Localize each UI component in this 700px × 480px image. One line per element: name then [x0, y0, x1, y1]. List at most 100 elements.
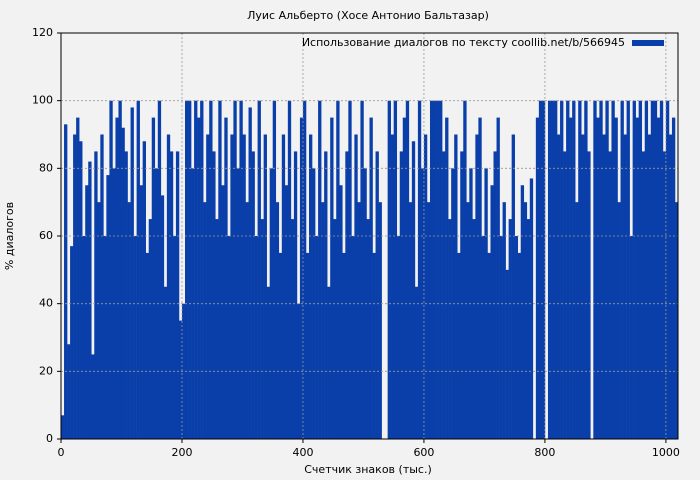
bar	[178, 320, 183, 439]
bar	[596, 117, 600, 439]
bar	[272, 100, 277, 440]
bar	[674, 202, 679, 439]
bar	[91, 354, 95, 439]
bar	[94, 151, 98, 439]
y-tick-label: 20	[39, 364, 53, 377]
bar	[599, 100, 603, 440]
bar	[181, 303, 186, 439]
bar	[103, 236, 107, 439]
bar	[188, 100, 192, 440]
bar	[200, 100, 204, 440]
bar	[260, 219, 264, 439]
bar	[145, 252, 150, 439]
bar	[233, 100, 237, 440]
bar	[466, 202, 470, 439]
bar	[665, 100, 670, 440]
bar	[348, 100, 352, 440]
bar	[553, 100, 558, 440]
y-tick-label: 100	[32, 94, 53, 107]
bar	[139, 185, 143, 439]
legend-swatch	[632, 40, 664, 46]
bar	[626, 100, 630, 440]
bar	[445, 117, 449, 439]
bar	[324, 151, 328, 439]
bar	[148, 219, 153, 439]
bar	[157, 100, 162, 440]
bar	[614, 117, 618, 439]
bar	[517, 252, 522, 439]
bar	[417, 100, 422, 440]
bar	[608, 151, 612, 439]
bar	[499, 236, 503, 439]
bar	[366, 219, 370, 439]
bar	[345, 151, 349, 439]
bar	[321, 202, 325, 439]
bar	[378, 202, 382, 439]
x-tick-label: 600	[413, 446, 434, 459]
bar	[629, 236, 633, 439]
bar	[526, 219, 531, 439]
bar	[593, 100, 597, 440]
bar	[390, 134, 394, 439]
bar	[581, 134, 585, 439]
x-tick-label: 1000	[652, 446, 680, 459]
bar	[454, 134, 458, 439]
bar	[197, 117, 201, 439]
bar	[647, 134, 652, 439]
bar	[496, 117, 500, 439]
bar	[405, 100, 410, 440]
bar	[439, 100, 443, 440]
bar	[514, 236, 519, 439]
bar	[67, 344, 71, 439]
bar	[79, 141, 83, 439]
bar	[172, 236, 177, 439]
y-axis-label: % диалогов	[3, 202, 16, 270]
bar	[668, 134, 673, 439]
bar	[293, 151, 298, 439]
bar	[572, 100, 576, 440]
bar	[251, 151, 255, 439]
bar	[215, 219, 219, 439]
bar	[163, 286, 168, 439]
bar	[387, 100, 391, 440]
bar	[160, 195, 165, 439]
bar	[611, 100, 615, 440]
bar	[257, 100, 261, 440]
bar	[587, 151, 591, 439]
bar	[575, 202, 579, 439]
bar	[263, 134, 267, 439]
bar	[130, 107, 134, 439]
bar	[248, 107, 252, 439]
bar	[620, 100, 624, 440]
bar	[287, 100, 292, 440]
bar	[569, 117, 573, 439]
bar	[290, 219, 295, 439]
bar	[584, 100, 588, 440]
bar	[490, 185, 494, 439]
bar	[299, 117, 304, 439]
bar	[641, 151, 646, 439]
bar	[472, 219, 476, 439]
bar	[605, 100, 609, 440]
bar	[508, 219, 512, 439]
bar	[76, 117, 80, 439]
legend-label: Использование диалогов по тексту coollib…	[302, 36, 625, 49]
bar	[169, 151, 174, 439]
bar	[433, 100, 437, 440]
bar	[342, 252, 346, 439]
bar	[245, 202, 249, 439]
bar	[478, 117, 482, 439]
bar	[505, 269, 509, 439]
bar	[212, 151, 216, 439]
bar	[541, 100, 546, 440]
bar	[411, 141, 416, 439]
bar	[118, 100, 122, 440]
bar	[336, 100, 340, 440]
bar	[656, 117, 661, 439]
bar	[339, 185, 343, 439]
bar	[206, 134, 210, 439]
bar	[442, 151, 446, 439]
bar	[85, 185, 89, 439]
y-tick-label: 120	[32, 26, 53, 39]
